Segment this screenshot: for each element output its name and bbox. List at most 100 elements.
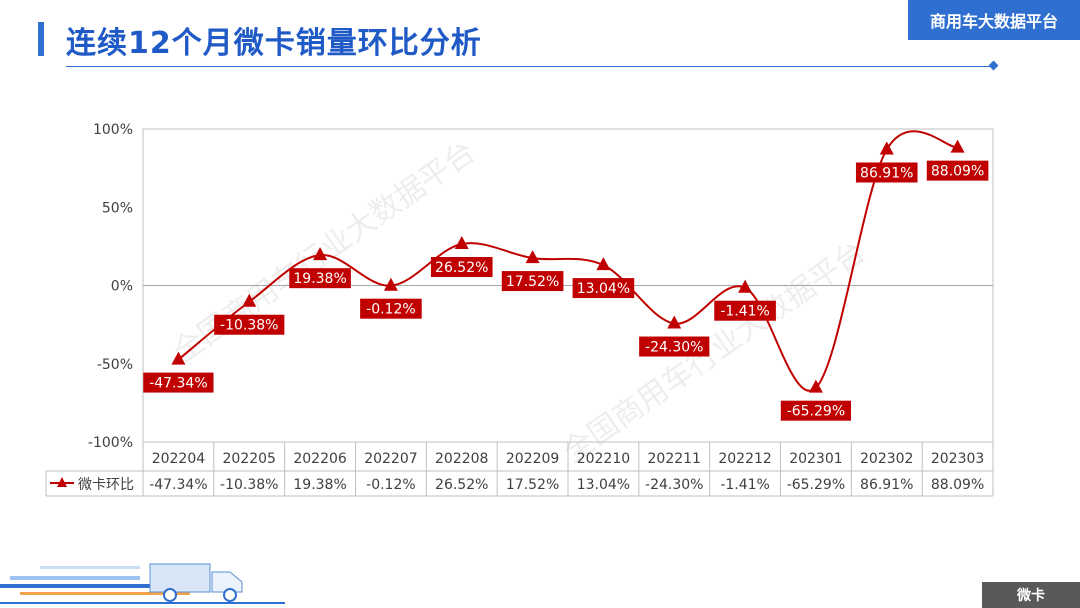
data-point-marker [950,139,965,153]
data-point-marker [242,293,257,307]
x-tick-label: 202205 [223,451,276,467]
data-label-box [572,278,635,299]
table-cell: 88.09% [931,477,984,493]
x-tick-label: 202204 [152,451,206,467]
x-tick-label: 202302 [860,451,913,467]
data-label: 13.04% [572,278,635,299]
data-point-marker [667,315,682,329]
x-tick-label: 202209 [506,451,559,467]
data-point-marker [454,235,469,249]
data-label: -24.30% [639,336,710,357]
truck-cab [211,571,243,593]
legend-marker [57,477,67,487]
data-label: 19.38% [289,268,351,289]
x-tick-label: 202303 [931,451,984,467]
table-cell: 26.52% [435,477,488,493]
data-label-text: -65.29% [787,404,845,420]
data-label-box [501,271,564,292]
data-labels: -47.34% -10.38% 19.38% -0.12% 26.52% 17.52% 13… [143,160,989,421]
table-cell: -24.30% [645,477,703,493]
data-label: 86.91% [855,162,918,183]
table-cell: -10.38% [220,477,278,493]
data-label: 26.52% [430,256,493,277]
table-cell: -0.12% [366,477,416,493]
x-tick-label: 202207 [364,451,417,467]
speed-stripe [40,566,140,569]
table-cell: 13.04% [577,477,630,493]
page-title: 连续12个月微卡销量环比分析 [66,26,482,61]
data-label-box [780,400,852,421]
legend-label: 微卡环比 [78,477,134,493]
data-label-text: -10.38% [220,318,278,334]
title-accent-bar [38,22,44,56]
data-label-text: -24.30% [645,340,703,356]
data-label: -1.41% [714,300,776,321]
y-axis-ticks: 100% 50% 0% -50% -100% [88,122,133,451]
data-label-text: -47.34% [149,376,207,392]
data-point-marker [383,277,398,291]
data-point-marker [596,257,611,271]
speed-stripe [20,592,190,595]
series-markers [171,139,965,393]
truck-illustration [0,563,285,604]
data-label-text: 86.91% [860,165,913,181]
data-label-box [214,314,285,335]
data-label: -65.29% [780,400,852,421]
wheel-icon [223,588,237,602]
data-label-text: 88.09% [931,164,984,180]
data-label: -0.12% [360,298,422,319]
y-tick-label: 0% [111,279,133,295]
data-label-text: -1.41% [720,304,770,320]
data-label-text: -0.12% [366,302,416,318]
data-point-marker [525,250,540,264]
y-tick-label: -50% [97,357,133,373]
data-label: 17.52% [501,271,564,292]
data-point-marker [879,141,894,155]
data-label-text: 13.04% [577,281,630,297]
table-cell: 86.91% [860,477,913,493]
data-label-box [855,162,918,183]
x-tick-label: 202208 [435,451,488,467]
truck-body [149,563,211,593]
data-label-box [143,372,214,393]
data-label-text: 26.52% [435,260,488,276]
x-tick-label: 202301 [789,451,842,467]
data-label-box [639,336,710,357]
wheel-icon [163,588,177,602]
speed-stripe [10,576,140,580]
x-tick-label: 202211 [648,451,701,467]
data-point-marker [808,379,823,393]
data-label: -47.34% [143,372,214,393]
data-label-text: 19.38% [293,271,346,287]
brand-tag: 商用车大数据平台 [908,0,1080,40]
x-tick-label: 202212 [718,451,771,467]
footer-tag: 微卡 [982,582,1080,608]
table-cell: -65.29% [787,477,845,493]
data-label: -10.38% [214,314,285,335]
road-line [0,602,285,604]
x-tick-label: 202206 [293,451,347,467]
y-tick-label: -100% [88,435,133,451]
x-tick-label: 202210 [577,451,630,467]
y-tick-label: 50% [102,200,133,216]
data-label-box [360,298,422,319]
table-cell: -1.41% [720,477,770,493]
title-bar: 连续12个月微卡销量环比分析 [0,0,1080,80]
y-tick-label: 100% [93,122,133,138]
data-label-box [714,300,776,321]
data-label-box [289,268,351,289]
table-cell: -47.34% [149,477,207,493]
data-label: 88.09% [926,160,989,181]
table-cell: 17.52% [506,477,559,493]
data-label-box [430,256,493,277]
data-point-marker [738,279,753,293]
speed-stripe [0,584,150,588]
table-cell: 19.38% [293,477,346,493]
data-table: 202204 -47.34% 202205 -10.38% 202206 19.38% 20… [45,442,994,497]
data-label-text: 17.52% [506,274,559,290]
data-point-marker [313,247,328,261]
title-underline [66,66,994,67]
data-point-marker [171,351,186,365]
data-label-box [926,160,989,181]
